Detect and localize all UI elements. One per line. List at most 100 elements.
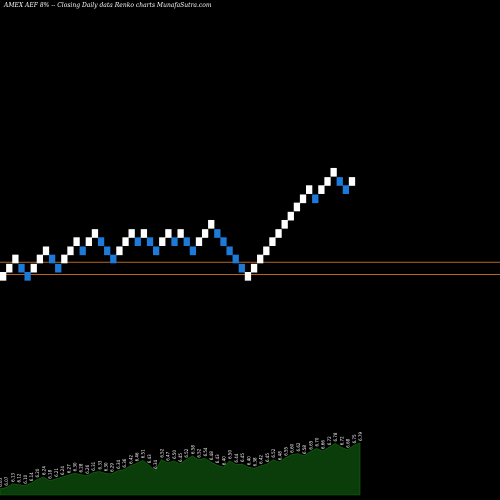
volume-label-43: 6.45 bbox=[265, 453, 270, 462]
brick-28-down bbox=[171, 237, 178, 246]
volume-label-49: 6.58 bbox=[302, 445, 307, 454]
volume-label-4: 6.10 bbox=[23, 474, 28, 483]
volume-label-45: 6.48 bbox=[277, 451, 282, 460]
brick-12-up bbox=[73, 237, 80, 246]
volume-label-46: 6.55 bbox=[284, 446, 289, 455]
volume-label-16: 6.33 bbox=[97, 460, 102, 469]
chart-title: AMEX AEF 8% -- Closing Daily data Renko … bbox=[4, 2, 212, 9]
brick-17-down bbox=[104, 246, 111, 256]
brick-20-up bbox=[122, 237, 129, 246]
volume-label-34: 6.48 bbox=[209, 451, 214, 460]
brick-7-up bbox=[42, 246, 50, 256]
brick-15-up bbox=[91, 229, 99, 238]
brick-41-up bbox=[250, 263, 258, 273]
brick-35-down bbox=[214, 229, 221, 238]
volume-label-20: 6.36 bbox=[122, 458, 127, 467]
volume-label-30: 6.52 bbox=[184, 448, 189, 457]
brick-19-up bbox=[116, 246, 123, 256]
volume-label-37: 6.50 bbox=[228, 450, 233, 459]
brick-43-up bbox=[263, 246, 270, 256]
volume-label-47: 6.60 bbox=[290, 443, 295, 452]
volume-label-7: 6.24 bbox=[41, 466, 46, 475]
volume-label-57: 6.75 bbox=[352, 434, 357, 443]
brick-22-down bbox=[134, 237, 141, 246]
volume-label-21: 6.42 bbox=[128, 454, 133, 463]
volume-label-41: 6.38 bbox=[252, 457, 257, 466]
brick-46-up bbox=[281, 219, 288, 229]
brick-13-down bbox=[79, 246, 86, 256]
volume-label-27: 6.47 bbox=[166, 451, 171, 460]
brick-42-up bbox=[257, 254, 264, 264]
brick-6-up bbox=[36, 254, 44, 264]
volume-label-44: 6.52 bbox=[271, 448, 276, 457]
brick-31-down bbox=[189, 246, 197, 256]
brick-50-up bbox=[306, 185, 313, 194]
volume-label-31: 6.58 bbox=[190, 445, 195, 454]
volume-label-24: 6.43 bbox=[147, 454, 152, 463]
brick-45-up bbox=[275, 229, 282, 238]
brick-26-up bbox=[159, 237, 166, 246]
volume-label-10: 6.24 bbox=[60, 466, 65, 475]
brick-0-up bbox=[0, 271, 7, 281]
volume-label-11: 6.27 bbox=[66, 464, 71, 473]
volume-label-9: 6.21 bbox=[54, 468, 59, 477]
brick-8-down bbox=[48, 254, 56, 264]
volume-label-23: 6.51 bbox=[141, 449, 146, 458]
brick-11-up bbox=[67, 246, 74, 256]
brick-36-down bbox=[220, 237, 227, 246]
volume-label-0: 6.05 bbox=[0, 477, 3, 486]
volume-label-28: 6.50 bbox=[172, 450, 177, 459]
volume-label-54: 6.78 bbox=[333, 432, 338, 441]
volume-label-19: 6.34 bbox=[116, 459, 121, 468]
brick-14-up bbox=[85, 237, 92, 246]
volume-label-36: 6.40 bbox=[221, 456, 226, 465]
volume-label-50: 6.65 bbox=[308, 440, 313, 449]
volume-label-5: 6.14 bbox=[29, 472, 34, 481]
volume-label-1: 6.07 bbox=[4, 476, 9, 485]
volume-label-12: 6.30 bbox=[72, 462, 77, 471]
brick-55-down bbox=[336, 177, 343, 186]
volume-label-58: 6.79 bbox=[358, 432, 363, 441]
brick-9-down bbox=[55, 263, 62, 273]
brick-54-up bbox=[330, 167, 337, 177]
volume-label-35: 6.43 bbox=[215, 454, 220, 463]
volume-label-56: 6.68 bbox=[346, 438, 351, 447]
volume-label-53: 6.72 bbox=[327, 436, 332, 445]
volume-label-26: 6.52 bbox=[159, 448, 164, 457]
brick-25-down bbox=[153, 246, 160, 256]
brick-21-up bbox=[128, 229, 135, 238]
volume-label-6: 6.20 bbox=[35, 468, 40, 477]
volume-label-3: 6.12 bbox=[17, 473, 22, 482]
brick-2-up bbox=[12, 254, 19, 264]
brick-47-up bbox=[287, 211, 294, 221]
brick-39-down bbox=[238, 263, 245, 273]
volume-label-55: 6.72 bbox=[339, 436, 344, 445]
volume-label-8: 6.18 bbox=[48, 469, 53, 478]
brick-18-down bbox=[110, 254, 117, 264]
volume-label-52: 6.66 bbox=[321, 440, 326, 449]
brick-27-up bbox=[165, 229, 172, 238]
brick-29-up bbox=[177, 229, 184, 238]
brick-24-down bbox=[146, 237, 154, 246]
brick-57-up bbox=[348, 177, 356, 186]
brick-23-up bbox=[140, 229, 148, 238]
volume-label-17: 6.30 bbox=[104, 462, 109, 471]
brick-37-down bbox=[226, 246, 233, 256]
volume-area bbox=[0, 442, 361, 496]
volume-label-39: 6.45 bbox=[240, 453, 245, 462]
volume-label-18: 6.29 bbox=[110, 463, 115, 472]
brick-5-up bbox=[30, 263, 37, 273]
volume-label-51: 6.70 bbox=[315, 437, 320, 446]
brick-56-down bbox=[342, 185, 350, 194]
volume-label-14: 6.26 bbox=[85, 464, 90, 473]
volume-label-25: 6.34 bbox=[153, 459, 158, 468]
brick-33-up bbox=[201, 229, 209, 238]
brick-4-down bbox=[24, 271, 31, 281]
volume-label-48: 6.62 bbox=[296, 442, 301, 451]
brick-3-down bbox=[18, 263, 25, 273]
volume-label-15: 6.31 bbox=[91, 461, 96, 470]
volume-label-38: 6.44 bbox=[234, 453, 239, 462]
brick-44-up bbox=[269, 237, 276, 246]
